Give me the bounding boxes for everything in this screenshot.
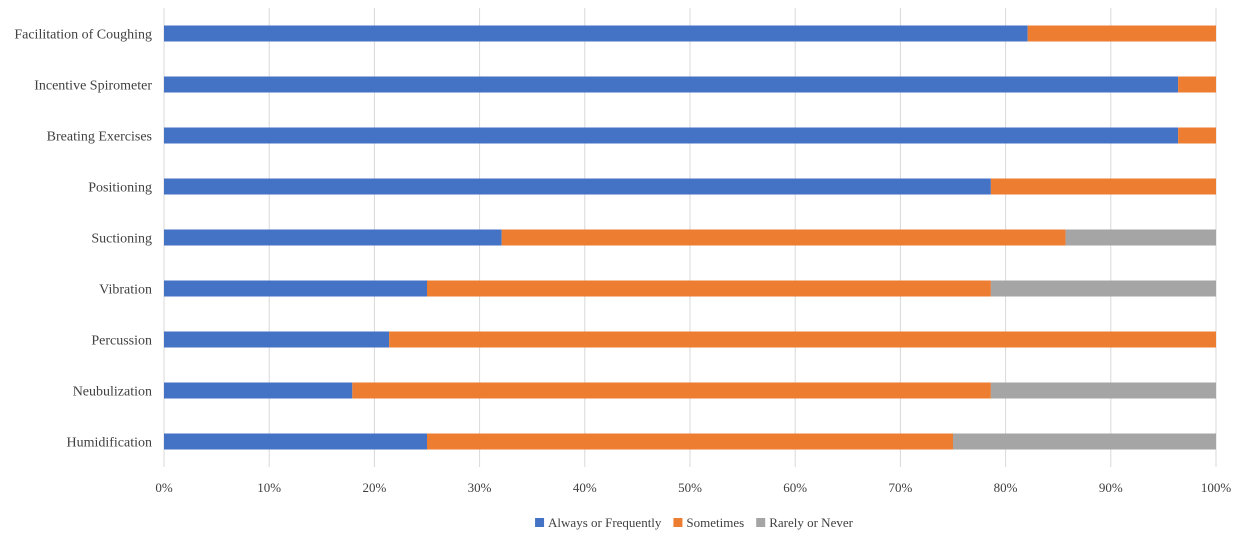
bar-segment: [1178, 76, 1216, 93]
x-tick-label: 50%: [678, 480, 702, 495]
legend-label: Always or Frequently: [548, 515, 662, 530]
bar-segment: [990, 382, 1216, 399]
bar-segment: [164, 331, 390, 348]
legend: Always or Frequently Sometimes Rarely or N…: [535, 515, 854, 530]
bar-segment: [990, 178, 1216, 195]
x-tick-label: 0%: [155, 480, 173, 495]
bar-segment: [501, 229, 1066, 246]
bar-segment: [164, 127, 1179, 144]
category-label: Vibration: [99, 283, 152, 298]
legend-swatch: [673, 518, 683, 527]
x-tick-label: 20%: [362, 480, 386, 495]
bar-segment: [352, 382, 991, 399]
bar-segment: [164, 280, 427, 297]
legend-label: Sometimes: [686, 515, 744, 530]
legend-swatch: [535, 518, 545, 527]
legend-item: Rarely or Never: [756, 515, 854, 530]
bar-segment: [427, 280, 991, 297]
legend-item: Sometimes: [673, 515, 744, 530]
category-label: Positioning: [88, 181, 152, 196]
category-label: Suctioning: [91, 232, 152, 247]
x-tick-label: 30%: [468, 480, 492, 495]
bar-segment: [164, 25, 1028, 42]
category-labels: Facilitation of Coughing Incentive Spirom…: [14, 28, 152, 451]
category-label: Neubulization: [73, 385, 152, 400]
bar-segment: [164, 433, 427, 450]
bar-segment: [389, 331, 1216, 348]
bar-segment: [164, 76, 1179, 93]
bar-segment: [990, 280, 1216, 297]
x-tick-label: 90%: [1099, 480, 1123, 495]
bar-segment: [1027, 25, 1216, 42]
category-label: Breating Exercises: [47, 130, 152, 145]
bar-segment: [1065, 229, 1216, 246]
x-axis-tick-labels: 0% 10% 20% 30% 40% 50% 60% 70% 80% 90% 100%: [155, 480, 1231, 495]
bars: [164, 25, 1216, 450]
category-label: Facilitation of Coughing: [14, 28, 152, 43]
x-tick-label: 10%: [257, 480, 281, 495]
category-label: Humidification: [66, 436, 152, 451]
bar-segment: [1178, 127, 1216, 144]
legend-item: Always or Frequently: [535, 515, 662, 530]
category-label: Percussion: [91, 334, 152, 349]
category-label: Incentive Spirometer: [34, 79, 152, 94]
x-tick-label: 80%: [994, 480, 1018, 495]
bar-segment: [164, 382, 353, 399]
bar-segment: [164, 229, 502, 246]
x-tick-label: 40%: [573, 480, 597, 495]
x-tick-label: 100%: [1201, 480, 1232, 495]
bar-segment: [164, 178, 991, 195]
x-tick-label: 70%: [888, 480, 912, 495]
bar-segment: [953, 433, 1216, 450]
bar-segment: [427, 433, 953, 450]
x-tick-label: 60%: [783, 480, 807, 495]
legend-label: Rarely or Never: [769, 515, 853, 530]
legend-swatch: [756, 518, 766, 527]
